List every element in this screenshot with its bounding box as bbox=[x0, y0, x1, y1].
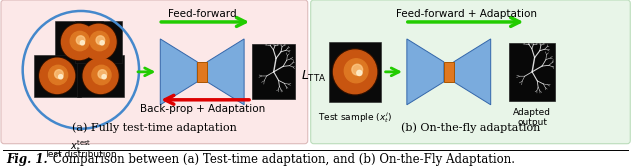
Circle shape bbox=[332, 49, 378, 95]
Text: Back-prop + Adaptation: Back-prop + Adaptation bbox=[140, 104, 265, 114]
Text: Feed-forward: Feed-forward bbox=[168, 9, 237, 19]
Circle shape bbox=[100, 41, 104, 45]
FancyBboxPatch shape bbox=[197, 62, 207, 82]
Polygon shape bbox=[407, 39, 444, 105]
Circle shape bbox=[81, 23, 117, 60]
Text: Comparison between (a) Test-time adaptation, and (b) On-the-Fly Adaptation.: Comparison between (a) Test-time adaptat… bbox=[49, 153, 515, 166]
Circle shape bbox=[80, 41, 84, 45]
Circle shape bbox=[59, 75, 63, 79]
Circle shape bbox=[61, 23, 97, 60]
Text: (b) On-the-fly adaptation: (b) On-the-fly adaptation bbox=[401, 122, 540, 133]
Text: Test distribution: Test distribution bbox=[45, 150, 117, 159]
Circle shape bbox=[102, 75, 106, 79]
Circle shape bbox=[49, 65, 68, 85]
FancyBboxPatch shape bbox=[509, 43, 555, 101]
Polygon shape bbox=[454, 39, 491, 105]
Circle shape bbox=[61, 24, 96, 59]
FancyBboxPatch shape bbox=[330, 42, 381, 102]
Circle shape bbox=[81, 24, 116, 59]
Circle shape bbox=[90, 31, 109, 51]
FancyBboxPatch shape bbox=[310, 0, 630, 144]
Text: Test sample $(x_t^i)$: Test sample $(x_t^i)$ bbox=[318, 110, 392, 125]
Circle shape bbox=[39, 57, 76, 94]
FancyBboxPatch shape bbox=[252, 44, 296, 99]
FancyBboxPatch shape bbox=[77, 55, 124, 97]
FancyBboxPatch shape bbox=[55, 21, 102, 63]
Circle shape bbox=[54, 70, 63, 78]
Polygon shape bbox=[160, 39, 197, 105]
Text: Feed-forward + Adaptation: Feed-forward + Adaptation bbox=[396, 9, 537, 19]
Circle shape bbox=[96, 36, 105, 45]
Circle shape bbox=[333, 50, 376, 94]
Circle shape bbox=[98, 70, 107, 78]
FancyBboxPatch shape bbox=[33, 55, 81, 97]
Text: $L_{\rm TTA}$: $L_{\rm TTA}$ bbox=[301, 69, 327, 84]
FancyBboxPatch shape bbox=[1, 0, 308, 144]
Text: (a) Fully test-time adaptation: (a) Fully test-time adaptation bbox=[72, 122, 237, 133]
Circle shape bbox=[40, 58, 75, 93]
Circle shape bbox=[352, 64, 363, 75]
Text: Adapted
output: Adapted output bbox=[513, 108, 551, 127]
Circle shape bbox=[83, 57, 119, 94]
Circle shape bbox=[70, 31, 90, 51]
Circle shape bbox=[76, 36, 85, 45]
Circle shape bbox=[83, 58, 118, 93]
Polygon shape bbox=[207, 39, 244, 105]
Circle shape bbox=[92, 65, 111, 85]
Circle shape bbox=[357, 70, 362, 76]
FancyBboxPatch shape bbox=[444, 62, 454, 82]
FancyBboxPatch shape bbox=[75, 21, 122, 63]
Text: $x_{\rm t}^{\rm test}$: $x_{\rm t}^{\rm test}$ bbox=[70, 138, 92, 155]
Circle shape bbox=[344, 59, 368, 83]
Text: Fig. 1.: Fig. 1. bbox=[6, 153, 47, 166]
